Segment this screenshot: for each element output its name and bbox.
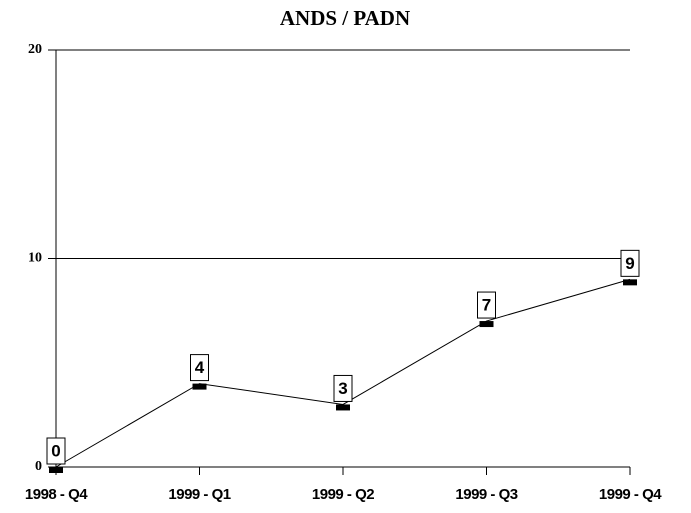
y-tick-label: 0: [35, 459, 42, 474]
x-tick-label: 1999 - Q2: [312, 486, 374, 503]
data-label-box: [620, 249, 640, 277]
data-label: 0: [51, 441, 60, 460]
data-label-box: [333, 374, 353, 402]
line: [55, 278, 631, 468]
x-tick-label: 1999 - Q4: [599, 486, 662, 503]
data-label: 3: [338, 379, 347, 398]
data-label: 9: [625, 254, 634, 273]
data-label-box: [190, 354, 209, 382]
x-tick-label: 1998 - Q4: [25, 486, 88, 503]
y-tick-label: 10: [28, 251, 42, 266]
x-tick-label: 1999 - Q1: [168, 486, 230, 503]
marker: [336, 404, 350, 411]
y-tick-label: 20: [28, 42, 42, 57]
marker: [49, 467, 63, 473]
marker: [192, 383, 207, 390]
data-label: 7: [482, 296, 491, 315]
data-label-box: [46, 437, 66, 465]
marker: [479, 321, 494, 328]
x-tick-label: 1999 - Q3: [455, 486, 517, 503]
chart-title: ANDS / PADN: [280, 6, 410, 30]
marker: [623, 279, 637, 286]
data-label-box: [477, 291, 496, 319]
data-label: 4: [195, 358, 205, 377]
